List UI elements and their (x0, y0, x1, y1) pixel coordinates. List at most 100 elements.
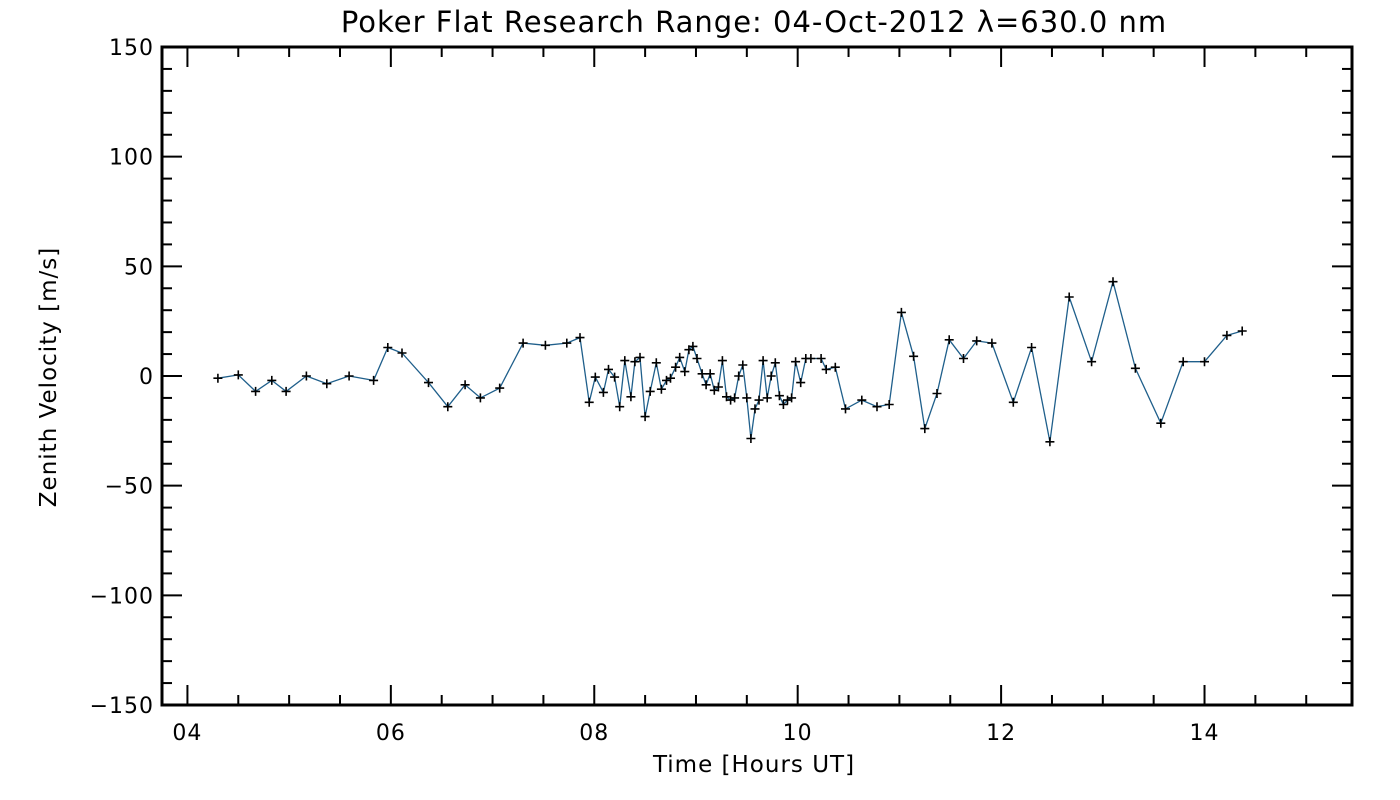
data-point (920, 424, 930, 434)
data-point (872, 402, 882, 412)
data-point (424, 378, 433, 388)
data-point (281, 386, 291, 396)
x-axis-label: Time [Hours UT] (652, 752, 855, 778)
x-tick-label: 06 (376, 721, 406, 746)
data-point (841, 404, 850, 414)
data-point (1156, 418, 1166, 428)
data-point (766, 371, 776, 381)
data-point (1064, 292, 1074, 302)
data-point (830, 362, 840, 372)
data-point (697, 369, 707, 379)
plot-frame (160, 45, 1354, 707)
data-point (705, 369, 715, 379)
y-tick-label: 100 (109, 146, 154, 171)
data-point (584, 397, 594, 407)
chart-title: Poker Flat Research Range: 04-Oct-2012 λ… (341, 5, 1167, 39)
data-point (645, 386, 655, 396)
y-tick-label: −100 (90, 584, 154, 609)
data-point (495, 383, 505, 393)
data-point (713, 382, 723, 392)
y-axis-label: Zenith Velocity [m/s] (36, 247, 62, 507)
data-point (746, 434, 756, 443)
data-point (630, 357, 640, 367)
data-point (233, 370, 243, 380)
data-point (397, 348, 407, 358)
y-tick-label: 50 (124, 255, 154, 280)
data-point (701, 380, 711, 390)
x-tick-label: 08 (579, 721, 609, 746)
data-point (806, 354, 816, 363)
data-point (692, 354, 702, 363)
data-point (251, 386, 261, 396)
data-point (1108, 277, 1118, 287)
data-point (730, 393, 740, 403)
data-point (443, 402, 453, 412)
data-point (598, 387, 608, 397)
data-point (787, 393, 797, 403)
data-point (1027, 343, 1037, 352)
data-point (717, 356, 727, 366)
data-point (896, 307, 906, 317)
data-point (987, 338, 997, 348)
data-point (909, 351, 919, 361)
data-point (959, 354, 968, 363)
data-point (344, 371, 354, 381)
data-point (615, 402, 625, 412)
data-point (680, 367, 690, 377)
data-point (762, 393, 772, 403)
data-point (213, 373, 223, 383)
y-tick-label: −50 (105, 475, 154, 500)
data-point (774, 391, 784, 401)
data-point (1008, 397, 1018, 407)
data-point (610, 372, 620, 382)
data-point (640, 412, 650, 422)
data-point (770, 358, 780, 368)
data-series (213, 277, 1247, 447)
data-point (635, 352, 645, 362)
data-point (475, 393, 485, 403)
data-point (1200, 357, 1209, 367)
x-tick-label: 10 (783, 721, 813, 746)
data-point (301, 371, 311, 381)
axes: −150 −100 −50 0 50 100 150 04 06 08 10 12 14 (90, 36, 1354, 746)
data-point (671, 362, 681, 372)
data-point (620, 356, 630, 366)
data-point (972, 336, 982, 346)
data-point (734, 371, 744, 381)
data-point (322, 379, 332, 389)
data-point (688, 341, 698, 351)
data-point (369, 375, 379, 385)
data-point (742, 393, 752, 403)
data-point (754, 395, 764, 405)
data-point (460, 380, 470, 390)
series-line (217, 279, 1243, 442)
data-point (750, 404, 760, 414)
data-point (383, 343, 393, 352)
data-point (675, 352, 685, 362)
y-tick-label: −150 (90, 694, 154, 719)
data-point (857, 395, 867, 405)
data-point (1237, 326, 1247, 336)
x-tick-label: 04 (172, 721, 202, 746)
data-point (626, 392, 636, 402)
data-point (944, 335, 954, 345)
data-point (791, 357, 801, 367)
data-point (575, 333, 585, 343)
data-point (884, 400, 894, 409)
data-point (738, 360, 748, 370)
data-point (662, 375, 671, 385)
data-point (1178, 357, 1188, 367)
data-point (651, 358, 661, 368)
data-point (932, 389, 942, 398)
data-point (518, 338, 528, 348)
y-tick-label: 0 (139, 365, 154, 390)
data-point (758, 356, 768, 366)
data-point (821, 364, 831, 374)
data-point (666, 373, 675, 383)
data-point (1087, 357, 1097, 367)
data-point (1222, 330, 1232, 340)
x-tick-label: 14 (1190, 721, 1220, 746)
data-point (562, 338, 572, 348)
data-point (540, 340, 550, 350)
